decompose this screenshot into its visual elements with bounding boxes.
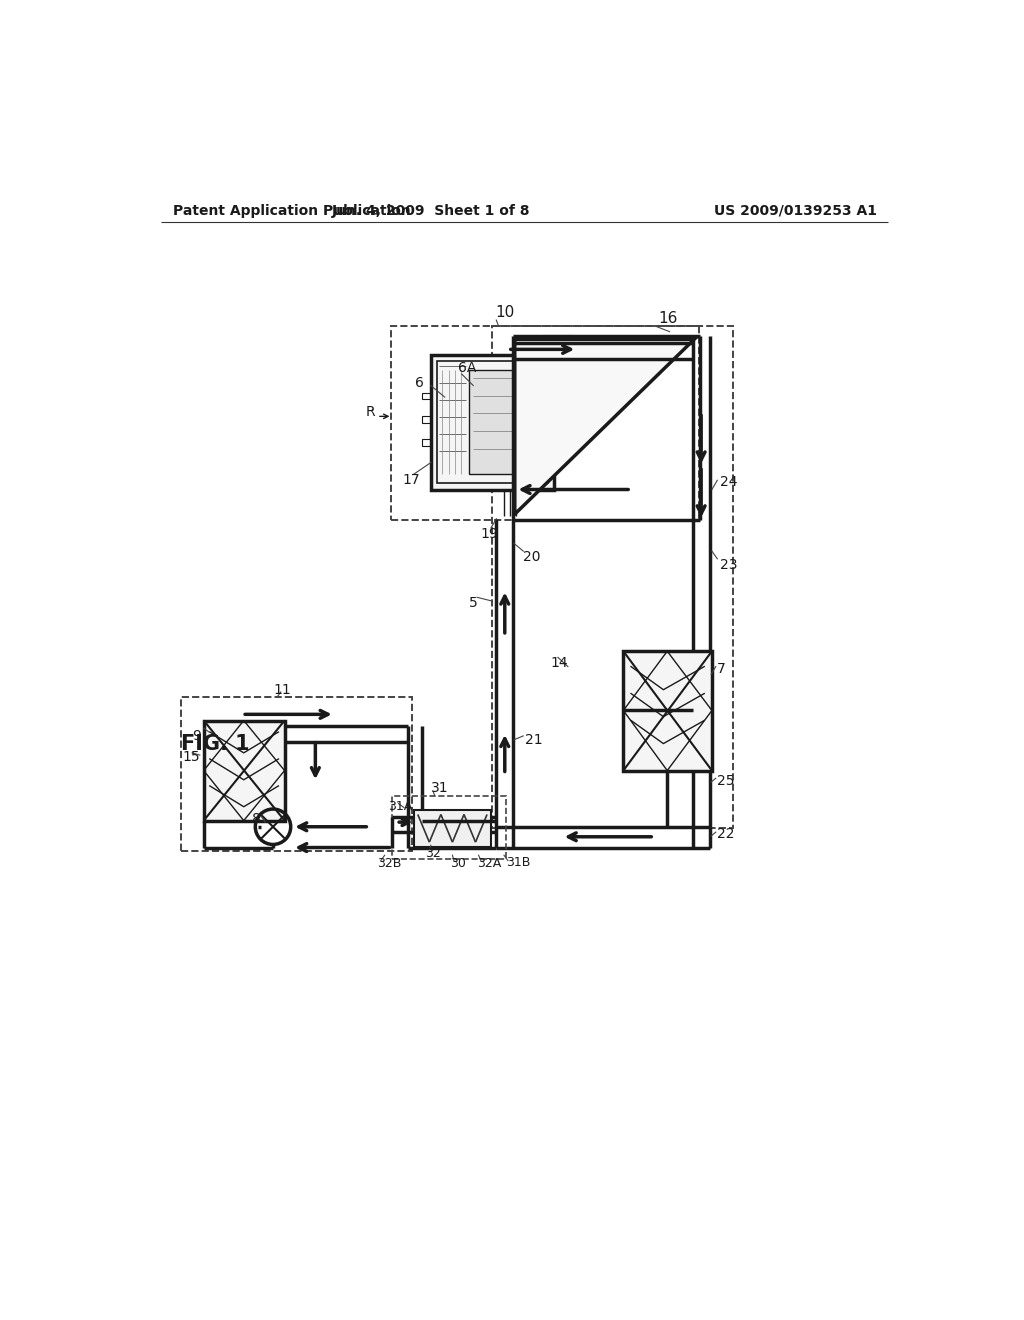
Bar (422, 416, 431, 422)
Text: R: R (366, 405, 375, 420)
Text: 31A: 31A (388, 800, 413, 813)
Text: Patent Application Publication: Patent Application Publication (173, 203, 411, 218)
Text: 6: 6 (416, 376, 424, 391)
Text: 21: 21 (524, 733, 543, 747)
Text: 17: 17 (402, 474, 420, 487)
Text: FIG. 1: FIG. 1 (180, 734, 249, 754)
Text: 14: 14 (550, 656, 568, 669)
Text: 25: 25 (717, 774, 735, 788)
Text: 7: 7 (717, 661, 726, 676)
Text: 22: 22 (717, 826, 735, 841)
Text: US 2009/0139253 A1: US 2009/0139253 A1 (715, 203, 878, 218)
Text: 32: 32 (425, 847, 441, 861)
Bar (204, 721, 285, 821)
Text: 5: 5 (469, 597, 478, 610)
Text: 23: 23 (720, 558, 737, 572)
Text: 8: 8 (252, 812, 261, 826)
Text: 31: 31 (431, 781, 449, 795)
Text: 30: 30 (451, 857, 466, 870)
Text: 16: 16 (658, 312, 678, 326)
Bar (392, 796, 506, 859)
Bar (431, 355, 554, 490)
Text: Jun. 4, 2009  Sheet 1 of 8: Jun. 4, 2009 Sheet 1 of 8 (332, 203, 530, 218)
Text: 32B: 32B (377, 857, 401, 870)
Text: 32A: 32A (477, 857, 502, 870)
Bar (437, 360, 548, 483)
Polygon shape (515, 339, 694, 515)
Bar (535, 367, 550, 478)
Text: 19: 19 (481, 527, 499, 541)
Text: 9: 9 (193, 729, 201, 743)
Bar (469, 370, 519, 474)
Text: 20: 20 (523, 550, 541, 564)
Bar (493, 326, 733, 829)
Bar (422, 393, 431, 400)
Text: 10: 10 (496, 305, 515, 319)
Bar (180, 697, 412, 851)
Bar (391, 326, 698, 520)
Text: 6A: 6A (458, 360, 476, 375)
Text: 24: 24 (720, 475, 737, 488)
Bar (422, 440, 431, 446)
Text: 15: 15 (183, 751, 201, 764)
Text: 31B: 31B (506, 857, 530, 870)
Bar (414, 810, 490, 847)
Bar (624, 651, 712, 771)
Text: 11: 11 (273, 682, 291, 697)
